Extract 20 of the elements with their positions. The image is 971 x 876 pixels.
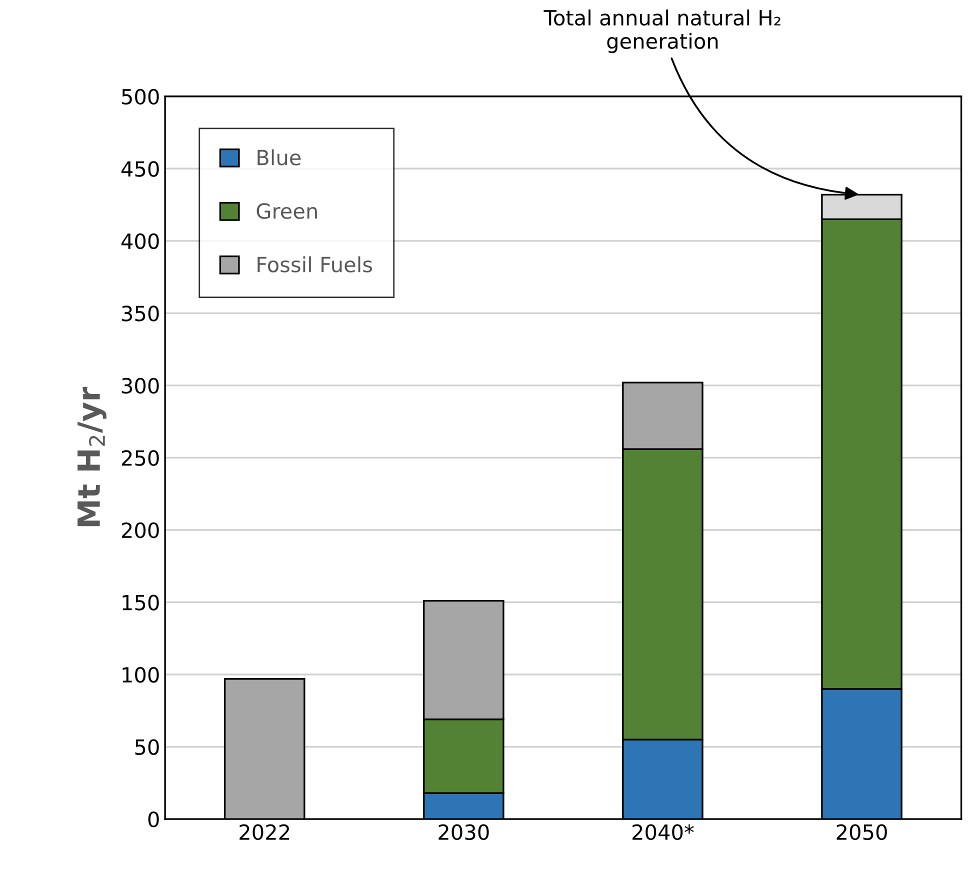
legend-label: Fossil Fuels	[258, 256, 372, 272]
y-tick-label: 250	[122, 450, 159, 466]
y-axis-title: Mt H$_{2}$/yr	[78, 386, 106, 526]
legend-label: Green	[256, 203, 317, 219]
x-tick-label: 2040*	[632, 824, 694, 840]
y-tick-label: 400	[121, 233, 159, 250]
y-tick-label: 50	[135, 739, 159, 755]
x-tick-label: 2022	[240, 824, 290, 840]
y-tick-label: 0	[148, 812, 159, 828]
y-tick-label: 300	[122, 378, 159, 394]
y-tick-label: 200	[122, 522, 159, 538]
y-tick-label: 450	[121, 161, 159, 177]
y-tick-label: 150	[122, 594, 159, 610]
annotation: Total annual natural H₂ generation	[544, 10, 780, 53]
x-tick-label: 2050	[836, 824, 887, 840]
y-tick-label: 500	[122, 88, 159, 105]
y-tick-label: 350	[122, 306, 159, 322]
y-tick-label: 100	[122, 666, 159, 683]
x-tick-label: 2030	[438, 824, 489, 840]
legend-label: Blue	[258, 149, 301, 166]
